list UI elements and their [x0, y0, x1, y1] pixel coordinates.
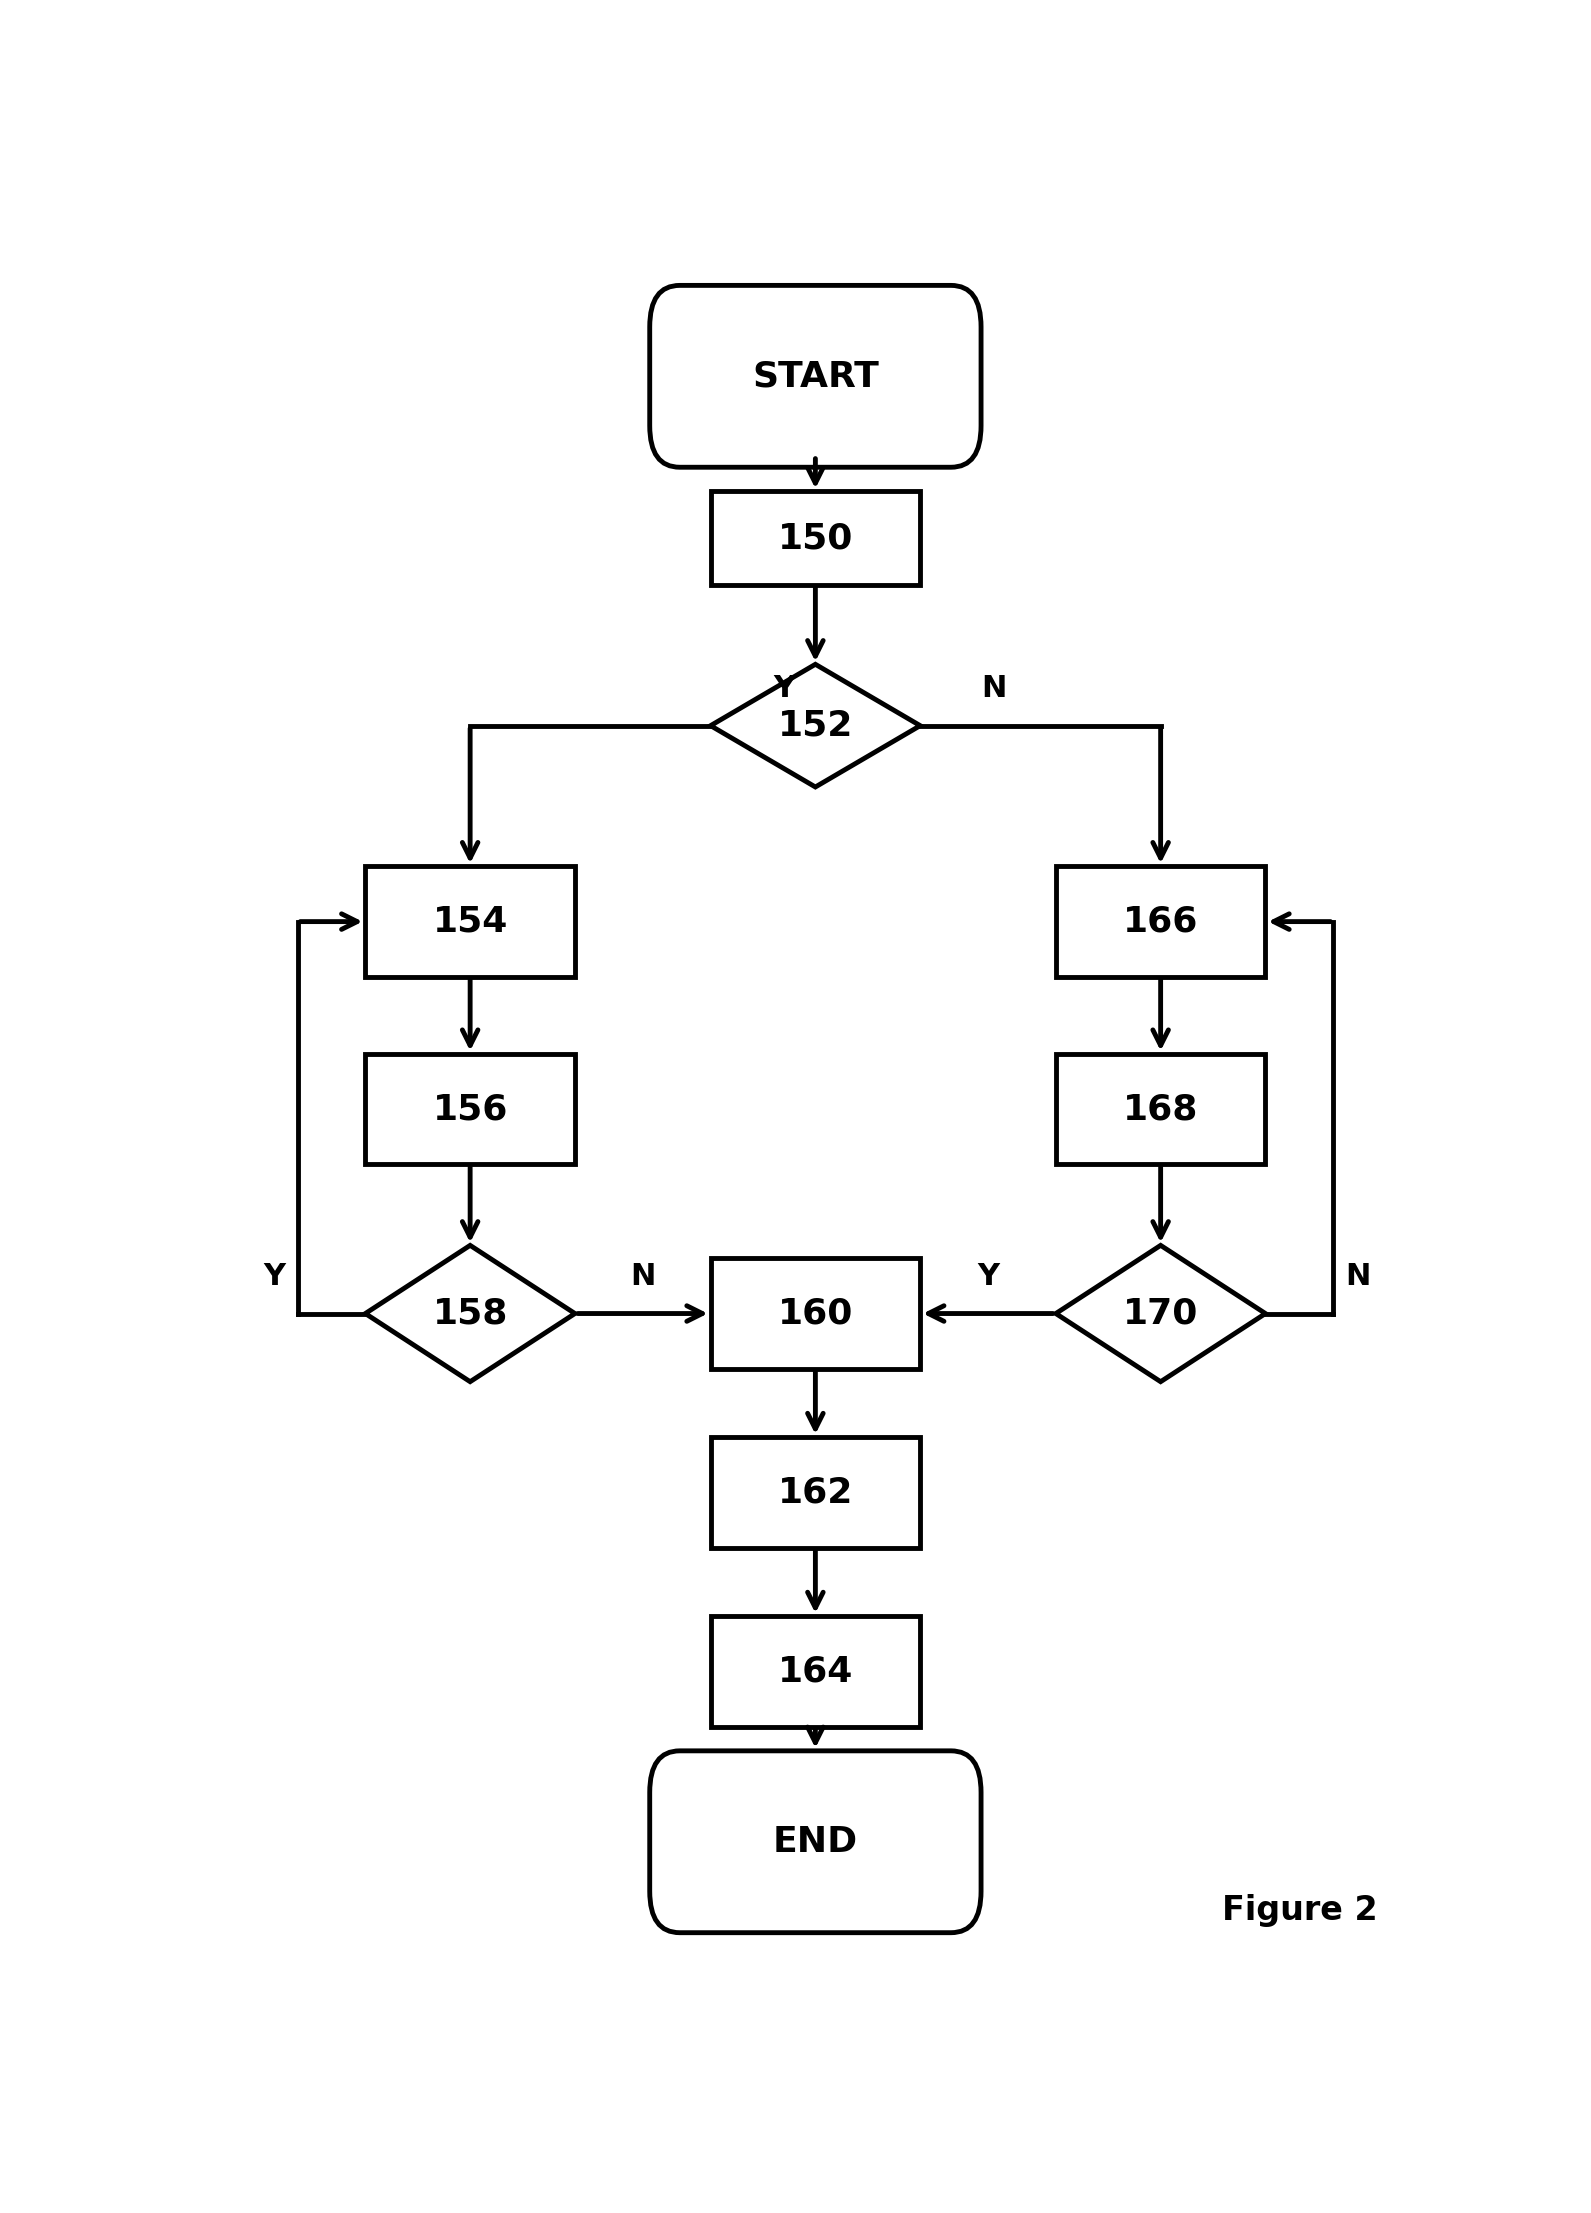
- Text: 164: 164: [778, 1655, 853, 1689]
- Bar: [1056, 1053, 1265, 1164]
- Bar: [366, 865, 574, 976]
- Bar: [366, 1053, 574, 1164]
- Text: N: N: [982, 675, 1007, 704]
- Text: 160: 160: [778, 1297, 853, 1330]
- Polygon shape: [1056, 1246, 1265, 1381]
- Text: N: N: [630, 1261, 655, 1292]
- Text: 156: 156: [433, 1091, 508, 1126]
- Text: Y: Y: [263, 1261, 285, 1292]
- Polygon shape: [711, 664, 920, 788]
- Bar: [1056, 865, 1265, 976]
- Polygon shape: [366, 1246, 574, 1381]
- Text: N: N: [1346, 1261, 1371, 1292]
- Text: 152: 152: [778, 708, 853, 744]
- Text: START: START: [753, 359, 878, 394]
- Text: Figure 2: Figure 2: [1222, 1894, 1378, 1928]
- Text: 154: 154: [433, 905, 508, 938]
- Bar: [711, 1436, 920, 1547]
- Text: Y: Y: [773, 675, 796, 704]
- Text: 168: 168: [1123, 1091, 1198, 1126]
- Text: 158: 158: [433, 1297, 508, 1330]
- FancyBboxPatch shape: [649, 1750, 982, 1932]
- Bar: [711, 1259, 920, 1370]
- Text: END: END: [773, 1826, 858, 1859]
- Text: 170: 170: [1123, 1297, 1198, 1330]
- Bar: [711, 1615, 920, 1726]
- Text: 150: 150: [778, 522, 853, 555]
- Text: 162: 162: [778, 1476, 853, 1509]
- Text: 166: 166: [1123, 905, 1198, 938]
- Text: Y: Y: [977, 1261, 999, 1292]
- Bar: [711, 491, 920, 584]
- FancyBboxPatch shape: [649, 285, 982, 467]
